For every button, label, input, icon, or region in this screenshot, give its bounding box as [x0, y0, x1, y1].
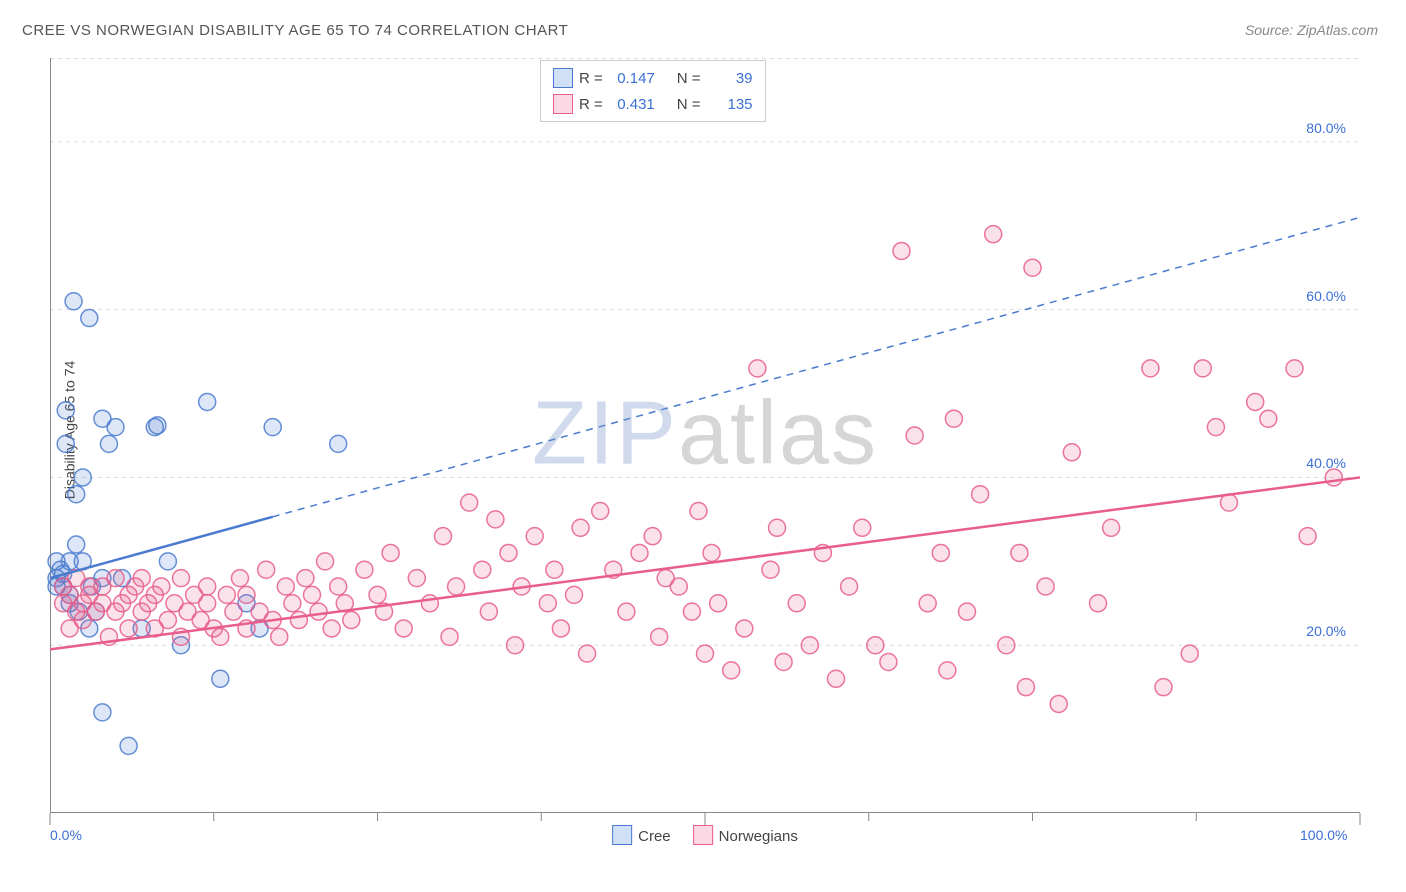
- n-label: N =: [677, 96, 701, 113]
- chart-title: CREE VS NORWEGIAN DISABILITY AGE 65 TO 7…: [22, 22, 568, 39]
- y-tick-label: 40.0%: [1306, 455, 1346, 471]
- legend-label: Cree: [638, 828, 671, 845]
- legend-item-cree: Cree: [612, 825, 671, 845]
- y-tick-label: 20.0%: [1306, 623, 1346, 639]
- n-value: 135: [707, 96, 753, 113]
- y-tick-label: 60.0%: [1306, 288, 1346, 304]
- swatch-icon: [693, 825, 713, 845]
- legend-row-cree: R = 0.147 N = 39: [553, 65, 753, 91]
- correlation-legend: R = 0.147 N = 39 R = 0.431 N = 135: [540, 60, 766, 122]
- n-value: 39: [707, 70, 753, 87]
- legend-label: Norwegians: [719, 828, 798, 845]
- y-tick-label: 80.0%: [1306, 120, 1346, 136]
- r-value: 0.431: [609, 96, 655, 113]
- r-label: R =: [579, 70, 603, 87]
- scatter-chart: [50, 58, 1360, 813]
- x-tick-label: 100.0%: [1300, 827, 1347, 843]
- swatch-icon: [612, 825, 632, 845]
- plot-area: ZIPatlas R = 0.147 N = 39 R = 0.431 N = …: [50, 58, 1360, 813]
- series-legend: Cree Norwegians: [612, 825, 798, 845]
- x-tick-label: 0.0%: [50, 827, 82, 843]
- swatch-icon: [553, 94, 573, 114]
- swatch-icon: [553, 68, 573, 88]
- source-credit: Source: ZipAtlas.com: [1245, 22, 1378, 38]
- n-label: N =: [677, 70, 701, 87]
- legend-item-norwegians: Norwegians: [693, 825, 798, 845]
- r-label: R =: [579, 96, 603, 113]
- legend-row-norwegians: R = 0.431 N = 135: [553, 91, 753, 117]
- r-value: 0.147: [609, 70, 655, 87]
